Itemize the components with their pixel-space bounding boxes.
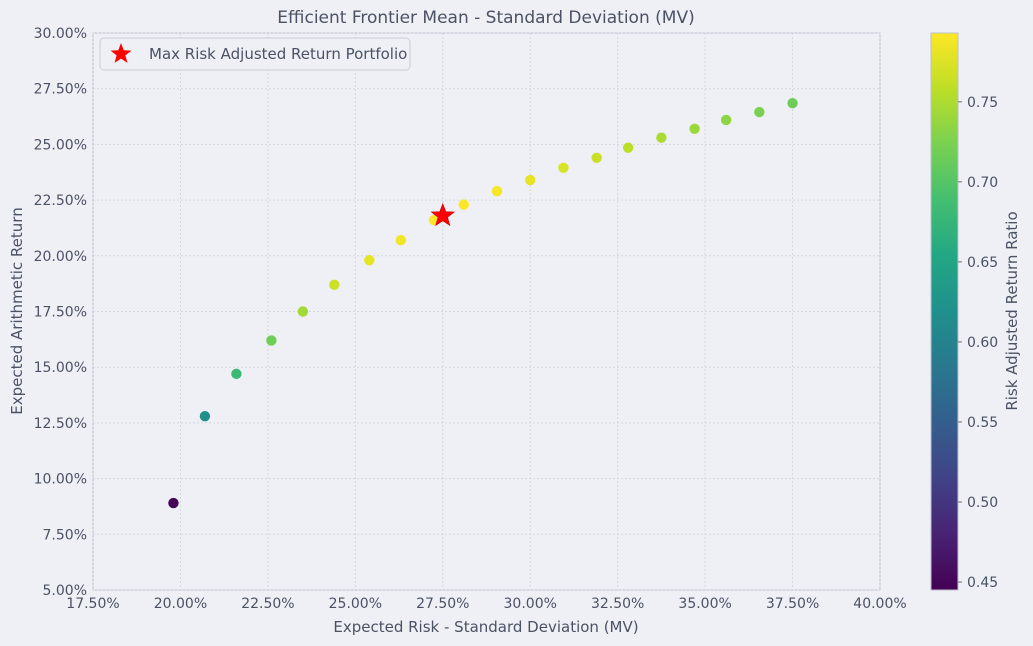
colorbar-tick-label: 0.75 [967, 95, 998, 111]
frontier-point [656, 132, 667, 143]
legend-entry-label: Max Risk Adjusted Return Portfolio [149, 45, 407, 63]
colorbar-tick-label: 0.55 [967, 415, 998, 431]
frontier-point [754, 106, 765, 118]
frontier-point [720, 114, 732, 126]
frontier-point [558, 162, 569, 173]
frontier-point [199, 411, 211, 422]
legend-box [99, 37, 411, 71]
y-tick-label: 17.50% [34, 305, 87, 321]
y-tick-label: 5.00% [43, 583, 87, 599]
y-axis-label: Expected Arithmetic Return [8, 207, 26, 414]
frontier-point [689, 123, 700, 135]
x-tick-label: 35.00% [678, 596, 731, 612]
colorbar-tick-label: 0.65 [967, 255, 998, 271]
y-tick-label: 10.00% [34, 472, 87, 488]
x-tick-label: 40.00% [853, 596, 906, 612]
frontier-point [395, 235, 407, 246]
y-tick-label: 30.00% [34, 26, 87, 42]
legend: Max Risk Adjusted Return Portfolio [99, 37, 411, 71]
x-tick-label: 22.50% [241, 596, 294, 612]
frontier-point [787, 97, 798, 109]
frontier-point [491, 185, 503, 197]
x-tick-label: 30.00% [504, 596, 557, 612]
y-tick-label: 15.00% [34, 360, 87, 376]
colorbar-tick-label: 0.70 [967, 175, 998, 191]
frontier-point [364, 255, 375, 266]
frontier-point [168, 497, 179, 509]
x-tick-label: 17.50% [66, 596, 119, 612]
frontier-point [231, 368, 242, 380]
frontier-point [525, 174, 536, 186]
frontier-point [329, 279, 340, 290]
colorbar-label: Risk Adjusted Return Ratio [1003, 211, 1021, 410]
y-tick-label: 25.00% [34, 137, 87, 153]
x-tick-label: 27.50% [416, 596, 469, 612]
y-tick-label: 12.50% [34, 416, 87, 432]
colorbar-tick-label: 0.45 [967, 575, 998, 591]
colorbar-tick-label: 0.50 [967, 495, 998, 511]
x-axis-label: Expected Risk - Standard Deviation (MV) [333, 618, 638, 636]
frontier-point [458, 199, 469, 210]
chart-title: Efficient Frontier Mean - Standard Devia… [277, 8, 694, 28]
x-tick-label: 37.50% [766, 596, 819, 612]
colorbar-frame [930, 32, 959, 591]
colorbar-gradient-bar [931, 33, 958, 590]
max-risk-adjusted-star [430, 202, 456, 227]
x-tick-label: 20.00% [154, 596, 207, 612]
plot-area: 17.50% 20.00% 22.50% 25.00% 27.50% 30.00% 32.5… [34, 26, 907, 612]
colorbar-tick-label: 0.60 [967, 335, 998, 351]
y-tick-label: 7.50% [43, 527, 87, 543]
x-tick-label: 25.00% [329, 596, 382, 612]
legend-star-marker [110, 43, 132, 63]
x-tick-label: 32.50% [591, 596, 644, 612]
frontier-point [297, 306, 309, 317]
y-tick-label: 20.00% [34, 249, 87, 265]
frontier-point [591, 152, 602, 163]
colorbar: 0.45 0.50 0.55 0.60 0.65 0.70 0.75 [930, 32, 998, 591]
y-tick-label: 22.50% [34, 193, 87, 209]
frontier-point [266, 335, 277, 346]
y-tick-label: 27.50% [34, 82, 87, 98]
frontier-point [622, 142, 634, 153]
